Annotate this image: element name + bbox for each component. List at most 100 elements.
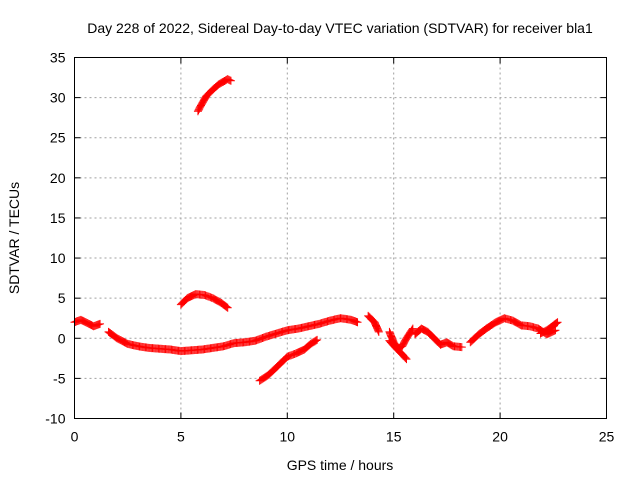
- data-point: [537, 328, 546, 337]
- data-point: [486, 321, 495, 330]
- data-point: [420, 326, 429, 335]
- data-point: [447, 340, 456, 349]
- data-point: [485, 322, 494, 331]
- data-point: [223, 303, 232, 312]
- data-point: [400, 353, 409, 362]
- x-tick-label: 25: [599, 429, 615, 445]
- series-arc-10: [466, 314, 560, 347]
- y-tick-label: 10: [50, 250, 66, 266]
- series-arc-4: [193, 75, 235, 116]
- y-tick-label: 20: [50, 170, 66, 186]
- data-point: [225, 76, 234, 85]
- data-point: [80, 317, 89, 326]
- data-point: [539, 327, 548, 336]
- data-point: [408, 324, 417, 333]
- data-point: [221, 302, 230, 311]
- data-point: [419, 325, 428, 334]
- axis-ticks: 0 5 10 15 20 25 -10 -5 0 5 10 15 20 25 30 35: [45, 50, 614, 445]
- series-arc-2: [104, 314, 362, 356]
- data-point: [536, 329, 545, 338]
- data-point: [457, 343, 466, 352]
- data-point: [219, 77, 228, 86]
- data-point: [82, 318, 91, 327]
- data-point: [306, 339, 315, 348]
- data-point: [291, 349, 300, 358]
- data-point: [119, 337, 128, 346]
- data-point: [353, 318, 362, 327]
- data-point: [534, 324, 543, 333]
- data-point: [114, 334, 123, 343]
- data-point: [208, 294, 217, 303]
- data-point: [407, 326, 416, 335]
- data-point: [442, 338, 451, 347]
- data-point: [491, 318, 500, 327]
- data-point: [406, 327, 415, 336]
- data-point: [492, 317, 501, 326]
- data-point: [215, 79, 224, 88]
- data-point: [185, 293, 194, 302]
- data-point: [85, 320, 94, 329]
- data-point: [408, 325, 417, 334]
- series-arc-11: [536, 318, 562, 338]
- data-point: [210, 295, 219, 304]
- data-point: [483, 323, 492, 332]
- data-point: [187, 292, 196, 301]
- series-arc-3: [176, 290, 232, 312]
- data-point: [495, 316, 504, 325]
- series-arc-9: [410, 324, 466, 352]
- data-point: [188, 291, 197, 300]
- data-point: [117, 336, 126, 345]
- data-point: [402, 334, 411, 343]
- data-point: [257, 375, 266, 384]
- data-point: [224, 75, 233, 84]
- data-point: [212, 295, 221, 304]
- grid: [74, 57, 607, 419]
- x-tick-label: 20: [492, 429, 508, 445]
- data-point: [496, 316, 505, 325]
- data-point: [121, 338, 130, 347]
- data-point: [401, 354, 410, 363]
- data-point: [213, 296, 222, 305]
- y-tick-label: -10: [45, 411, 65, 427]
- data-point: [260, 373, 269, 382]
- data-point: [512, 318, 521, 327]
- y-tick-label: 5: [58, 290, 66, 306]
- data-point: [312, 336, 321, 345]
- y-tick-label: 35: [50, 50, 66, 66]
- data-point: [120, 338, 129, 347]
- data-point: [282, 353, 291, 362]
- data-point: [490, 318, 499, 327]
- y-tick-label: 15: [50, 210, 66, 226]
- data-point: [513, 319, 522, 328]
- data-point: [96, 319, 105, 328]
- data-point: [113, 334, 122, 343]
- y-tick-label: 0: [58, 330, 66, 346]
- data-point: [308, 338, 317, 347]
- chart-title: Day 228 of 2022, Sidereal Day-to-day VTE…: [87, 20, 593, 36]
- series-arc-1: [70, 315, 105, 331]
- data-point: [183, 294, 192, 303]
- data-point: [443, 338, 452, 347]
- data-point: [217, 78, 226, 87]
- data-point: [307, 339, 316, 348]
- data-point: [77, 316, 86, 325]
- data-point: [509, 317, 518, 326]
- data-point: [256, 376, 265, 385]
- data-point: [295, 348, 304, 357]
- data-point: [186, 292, 195, 301]
- series-arc-8: [385, 336, 411, 364]
- x-tick-label: 15: [386, 429, 402, 445]
- data-point: [222, 303, 231, 312]
- data-point: [209, 294, 218, 303]
- data-point: [402, 355, 411, 364]
- data-point: [292, 349, 301, 358]
- data-point: [418, 325, 427, 334]
- data-point: [115, 335, 124, 344]
- data-point: [510, 317, 519, 326]
- y-tick-label: 30: [50, 90, 66, 106]
- x-tick-label: 10: [280, 429, 296, 445]
- data-point: [374, 327, 383, 336]
- data-point: [313, 335, 322, 344]
- data-point: [79, 316, 88, 325]
